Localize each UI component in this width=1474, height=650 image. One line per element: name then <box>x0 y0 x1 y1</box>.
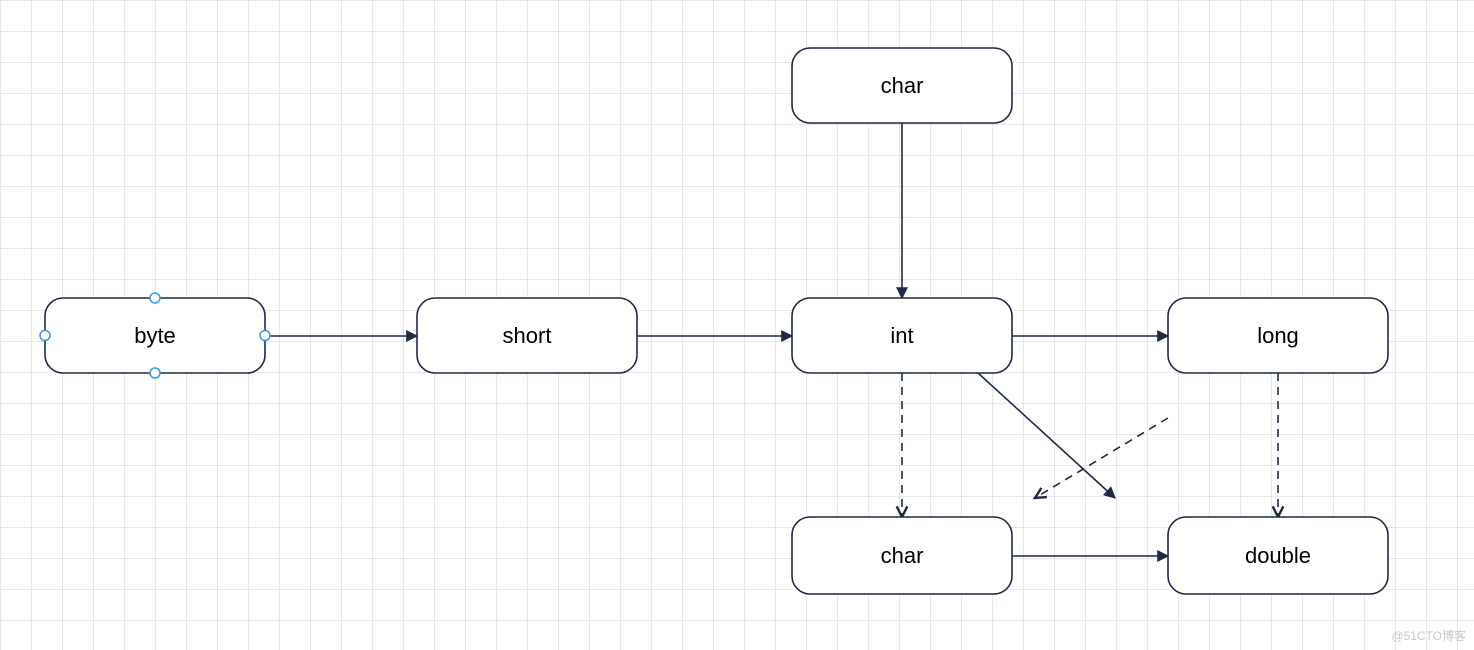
selection-handle[interactable] <box>150 293 160 303</box>
node-short[interactable] <box>417 298 637 373</box>
node-byte[interactable] <box>45 298 265 373</box>
node-char_top[interactable] <box>792 48 1012 123</box>
edge-int-to-double <box>978 373 1115 498</box>
node-double[interactable] <box>1168 517 1388 594</box>
node-char_bot[interactable] <box>792 517 1012 594</box>
watermark: @51CTO博客 <box>1391 627 1466 644</box>
node-long[interactable] <box>1168 298 1388 373</box>
node-int[interactable] <box>792 298 1012 373</box>
selection-handle[interactable] <box>260 331 270 341</box>
selection-handle[interactable] <box>40 331 50 341</box>
selection-handle[interactable] <box>150 368 160 378</box>
diagram-canvas <box>0 0 1474 650</box>
